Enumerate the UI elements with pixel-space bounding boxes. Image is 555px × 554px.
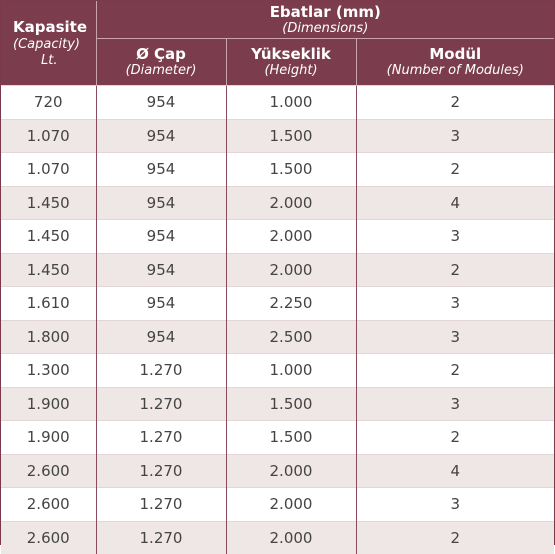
- modules-cell: 2: [356, 521, 554, 554]
- height-cell: 2.000: [226, 454, 356, 488]
- modules-header: Modül (Number of Modules): [356, 39, 554, 86]
- capacity-header: Kapasite (Capacity) Lt.: [1, 1, 96, 86]
- diameter-cell: 954: [96, 220, 226, 254]
- modules-header-sub: (Number of Modules): [357, 64, 555, 77]
- height-cell: 1.000: [226, 354, 356, 388]
- table-header: Kapasite (Capacity) Lt. Ebatlar (mm) (Di…: [1, 1, 554, 86]
- capacity-header-unit: Lt.: [13, 54, 96, 67]
- diameter-cell: 1.270: [96, 488, 226, 522]
- modules-cell: 3: [356, 287, 554, 321]
- diameter-cell: 954: [96, 320, 226, 354]
- modules-cell: 2: [356, 253, 554, 287]
- diameter-header-sub: (Diameter): [97, 64, 226, 77]
- diameter-cell: 954: [96, 287, 226, 321]
- diameter-cell: 954: [96, 253, 226, 287]
- modules-cell: 4: [356, 454, 554, 488]
- capacity-cell: 1.300: [1, 354, 96, 388]
- height-cell: 2.000: [226, 521, 356, 554]
- diameter-header: Ø Çap (Diameter): [96, 39, 226, 86]
- capacity-header-sub: (Capacity): [13, 38, 96, 51]
- capacity-cell: 1.450: [1, 186, 96, 220]
- modules-cell: 3: [356, 387, 554, 421]
- diameter-cell: 954: [96, 86, 226, 120]
- diameter-header-main: Ø Çap: [97, 47, 226, 62]
- capacity-cell: 1.450: [1, 220, 96, 254]
- height-cell: 1.500: [226, 421, 356, 455]
- capacity-cell: 1.610: [1, 287, 96, 321]
- height-header-sub: (Height): [227, 64, 356, 77]
- capacity-cell: 720: [1, 86, 96, 120]
- capacity-cell: 2.600: [1, 454, 96, 488]
- diameter-cell: 954: [96, 186, 226, 220]
- dimensions-group-main: Ebatlar (mm): [97, 5, 555, 20]
- height-cell: 2.000: [226, 253, 356, 287]
- diameter-cell: 1.270: [96, 354, 226, 388]
- capacity-cell: 2.600: [1, 521, 96, 554]
- diameter-cell: 1.270: [96, 521, 226, 554]
- height-cell: 2.250: [226, 287, 356, 321]
- height-cell: 1.000: [226, 86, 356, 120]
- diameter-cell: 1.270: [96, 454, 226, 488]
- capacity-cell: 1.900: [1, 387, 96, 421]
- diameter-cell: 954: [96, 119, 226, 153]
- modules-cell: 3: [356, 320, 554, 354]
- modules-cell: 4: [356, 186, 554, 220]
- capacity-cell: 1.900: [1, 421, 96, 455]
- height-cell: 1.500: [226, 387, 356, 421]
- modules-cell: 2: [356, 421, 554, 455]
- height-cell: 2.000: [226, 220, 356, 254]
- dimensions-group-sub: (Dimensions): [97, 22, 555, 35]
- modules-cell: 3: [356, 119, 554, 153]
- height-cell: 1.500: [226, 119, 356, 153]
- height-cell: 2.000: [226, 488, 356, 522]
- capacity-cell: 1.800: [1, 320, 96, 354]
- capacity-cell: 2.600: [1, 488, 96, 522]
- height-cell: 1.500: [226, 153, 356, 187]
- modules-cell: 3: [356, 220, 554, 254]
- capacity-cell: 1.070: [1, 153, 96, 187]
- height-cell: 2.000: [226, 186, 356, 220]
- diameter-cell: 1.270: [96, 387, 226, 421]
- dimensions-group-header: Ebatlar (mm) (Dimensions): [96, 1, 554, 39]
- modules-cell: 2: [356, 153, 554, 187]
- modules-header-main: Modül: [357, 47, 555, 62]
- height-cell: 2.500: [226, 320, 356, 354]
- modules-cell: 2: [356, 86, 554, 120]
- capacity-cell: 1.450: [1, 253, 96, 287]
- diameter-cell: 1.270: [96, 421, 226, 455]
- height-header-main: Yükseklik: [227, 47, 356, 62]
- capacity-header-main: Kapasite: [13, 20, 96, 35]
- capacity-cell: 1.070: [1, 119, 96, 153]
- modules-cell: 2: [356, 354, 554, 388]
- height-header: Yükseklik (Height): [226, 39, 356, 86]
- diameter-cell: 954: [96, 153, 226, 187]
- modules-cell: 3: [356, 488, 554, 522]
